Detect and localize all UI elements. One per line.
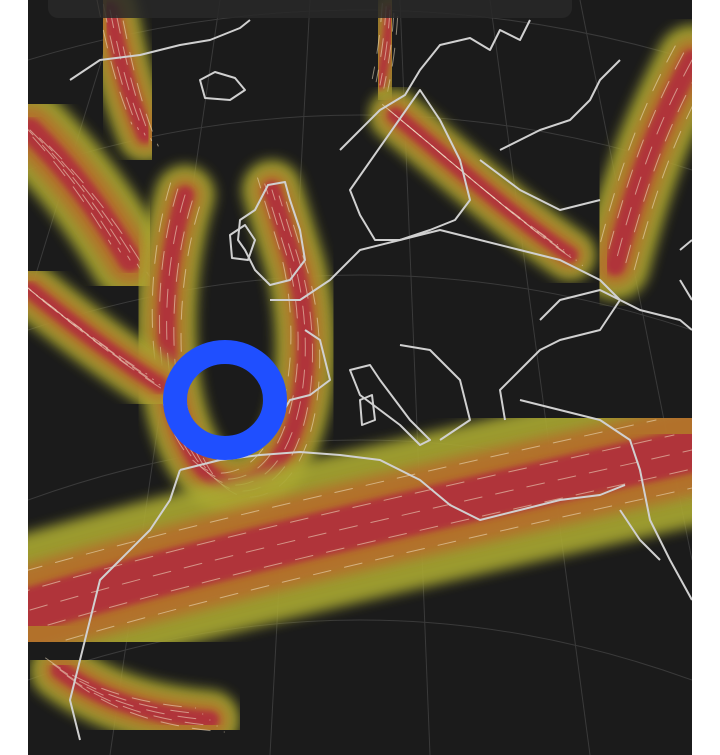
streamline: [66, 675, 218, 727]
map-canvas: [28, 0, 692, 755]
streamline: [109, 9, 146, 136]
streamline: [28, 287, 154, 380]
streamline: [39, 137, 141, 269]
streamline: [151, 177, 292, 474]
streamline: [597, 45, 676, 252]
top-overlay-panel: [48, 0, 572, 18]
streamline: [29, 449, 692, 611]
streamline: [45, 657, 197, 709]
streamline: [383, 12, 395, 89]
streamline: [36, 295, 168, 391]
streamline: [387, 15, 399, 92]
streamline: [122, 20, 159, 147]
streamline: [28, 129, 121, 253]
streamline: [180, 201, 321, 498]
streamline: [379, 9, 391, 86]
coastlines: [69, 19, 692, 741]
streamline: [166, 189, 306, 486]
streamline: [28, 419, 657, 571]
streamline: [28, 434, 675, 591]
streamline: [158, 183, 299, 480]
streamline: [73, 681, 225, 733]
annotation-circle: [163, 340, 287, 460]
streamline: [406, 124, 583, 266]
streamline: [48, 145, 150, 277]
streamline: [116, 15, 153, 141]
jet-stream-bands: [28, 0, 692, 750]
streamline: [47, 468, 692, 626]
streamline: [28, 287, 148, 375]
streamline: [29, 289, 161, 386]
streamline: [52, 663, 204, 715]
jet-stream-map[interactable]: [28, 0, 692, 755]
streamline: [606, 52, 685, 259]
streamline: [622, 82, 692, 273]
streamline: [28, 131, 112, 245]
streamline: [65, 487, 692, 641]
streamline: [631, 105, 692, 280]
streamline: [614, 59, 692, 266]
streamline: [173, 195, 314, 492]
streamline: [42, 300, 174, 397]
streamline: [102, 4, 139, 130]
streamline: [29, 129, 131, 261]
